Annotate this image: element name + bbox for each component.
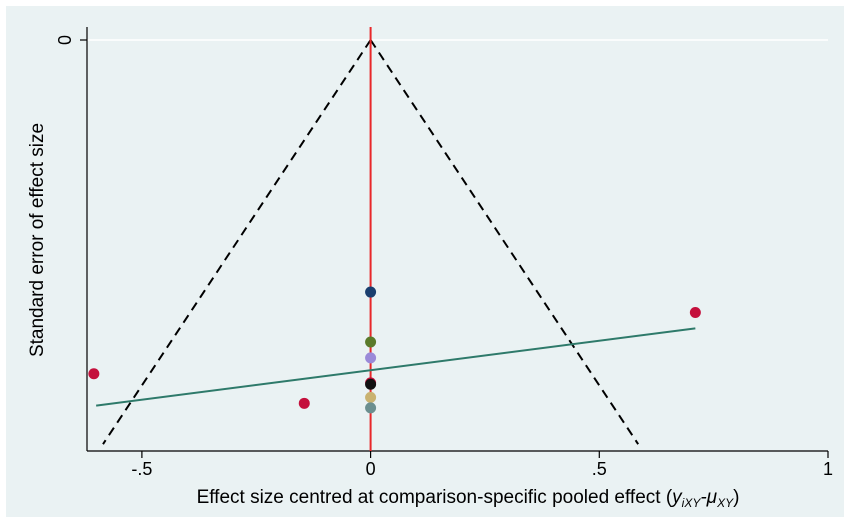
data-point[interactable]: [365, 352, 377, 364]
funnel-right-line: [369, 39, 640, 445]
plot-area: [87, 27, 828, 451]
data-point[interactable]: [365, 378, 377, 390]
data-point[interactable]: [298, 397, 310, 409]
x-tick-label: .5: [592, 459, 607, 479]
x-tick-label: 1: [823, 459, 833, 479]
data-point[interactable]: [365, 402, 377, 414]
data-point[interactable]: [365, 336, 377, 348]
data-point[interactable]: [365, 286, 377, 298]
x-axis-label: Effect size centred at comparison-specif…: [197, 487, 740, 510]
funnel-left-line: [102, 39, 372, 445]
data-point[interactable]: [88, 368, 100, 380]
x-tick-label: -.5: [131, 459, 152, 479]
y-axis-label: Standard error of effect size: [27, 123, 48, 357]
regression-line: [96, 327, 696, 407]
data-point[interactable]: [689, 306, 701, 318]
y-tick-label: 0: [55, 35, 75, 45]
data-point[interactable]: [365, 391, 377, 403]
x-tick-label: 0: [366, 459, 376, 479]
